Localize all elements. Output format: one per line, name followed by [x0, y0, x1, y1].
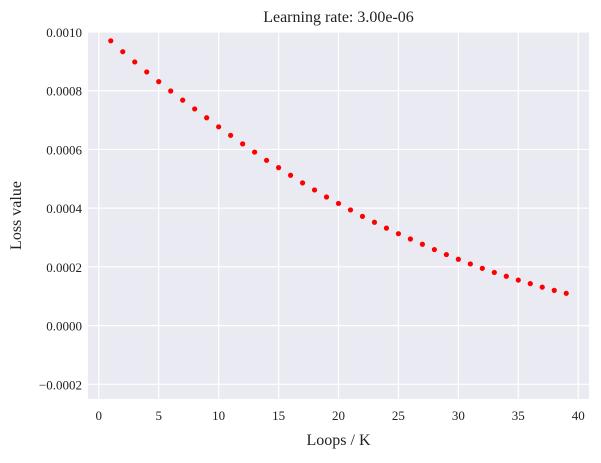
- y-tick-label: 0.0000: [46, 319, 82, 334]
- data-point: [240, 141, 246, 147]
- x-tick-label: 15: [272, 408, 285, 423]
- y-tick-label: 0.0002: [46, 260, 82, 275]
- x-tick-label: 25: [392, 408, 405, 423]
- x-tick-label: 0: [96, 408, 103, 423]
- x-tick-label: 40: [572, 408, 585, 423]
- x-tick-label: 5: [155, 408, 162, 423]
- data-point: [216, 124, 222, 130]
- data-point: [108, 38, 114, 44]
- y-tick-label: 0.0004: [46, 201, 82, 216]
- data-point: [120, 49, 126, 55]
- x-tick-label: 30: [452, 408, 465, 423]
- data-point: [287, 172, 294, 178]
- data-point: [383, 225, 390, 231]
- data-point: [443, 251, 449, 258]
- data-point: [395, 231, 402, 237]
- data-point: [515, 277, 521, 283]
- y-tick-label: 0.0006: [46, 142, 82, 157]
- data-point: [491, 269, 497, 276]
- data-point: [252, 149, 258, 155]
- data-point: [168, 88, 174, 94]
- y-axis-label: Loss value: [8, 181, 25, 250]
- grid-layer: [88, 31, 589, 399]
- data-point: [527, 281, 533, 287]
- data-point: [335, 200, 342, 207]
- data-point: [359, 213, 366, 219]
- data-point: [479, 265, 485, 271]
- data-point: [144, 69, 150, 75]
- data-point: [311, 187, 318, 193]
- data-point: [132, 59, 138, 65]
- data-point: [455, 256, 461, 262]
- data-point: [323, 194, 330, 200]
- y-tick-label: 0.0010: [46, 25, 82, 40]
- data-point: [503, 273, 509, 279]
- data-point: [371, 219, 378, 225]
- data-point: [551, 287, 557, 293]
- data-point: [204, 115, 210, 121]
- y-tick-label: −0.0002: [39, 377, 82, 392]
- data-point: [431, 246, 437, 253]
- data-point: [192, 106, 198, 112]
- y-tick-labels: −0.0002 0.0000 0.0002 0.0004 0.0006 0.0008 0.0…: [39, 25, 83, 392]
- data-point: [180, 97, 186, 103]
- data-points: [108, 38, 569, 296]
- data-point: [299, 180, 306, 186]
- data-point: [539, 284, 545, 290]
- x-tick-label: 35: [512, 408, 525, 423]
- data-point: [228, 132, 234, 138]
- data-point: [563, 290, 569, 296]
- data-point: [275, 165, 282, 171]
- x-axis-label: Loops / K: [307, 432, 371, 449]
- x-tick-label: 10: [212, 408, 225, 423]
- data-point: [263, 157, 270, 163]
- x-tick-labels: 0 5 10 15 20 25 30 35 40: [96, 408, 585, 423]
- x-tick-label: 20: [332, 408, 345, 423]
- chart-title: Learning rate: 3.00e-06: [263, 9, 414, 26]
- data-point: [419, 241, 425, 247]
- data-point: [467, 261, 473, 267]
- y-tick-label: 0.0008: [46, 84, 82, 99]
- data-point: [407, 236, 414, 242]
- data-point: [347, 207, 354, 213]
- data-point: [156, 79, 162, 85]
